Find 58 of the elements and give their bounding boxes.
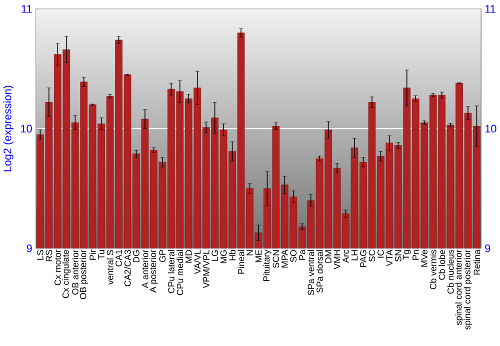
x-tick-label: Arc [342,250,349,263]
x-tick-label: Tu [98,250,104,260]
x-tick-label: SPa ventral [308,250,314,296]
x-tick-label: ventral S [106,250,114,284]
x-tick-label: SO [290,250,297,262]
x-tick-label: MPA [282,249,288,268]
x-tick-label: Cb vermis [430,250,436,290]
y-tick-label: 9 [26,244,32,252]
x-tick-label: LH [351,250,358,260]
y-tick-label: 11 [22,5,32,12]
x-tick-label: Pn [412,250,419,260]
x-tick-label: A anterior [142,250,148,288]
y2-tick-label: 9 [485,244,490,252]
x-tick-label: MD [186,250,192,263]
x-tick-label: N [246,250,253,256]
x-tick-label: DG [133,250,140,262]
x-tick-label: Cx motor [54,250,61,286]
x-tick-label: A posterior [150,250,158,292]
x-tick-label: Hb [229,250,236,260]
x-tick-label: GP [159,250,166,262]
x-tick-label: Pa [299,249,306,260]
x-tick-label: RS [46,250,52,262]
x-tick-label: DM [325,250,332,263]
y-tick-label: 10 [21,124,32,132]
x-tick-label: SPa dorsal [316,250,323,293]
x-tick-label: Cb nucleus [447,250,454,294]
x-tick-label: spinal cord anterior [455,250,464,325]
x-tick-label: VPM/VPL [202,250,210,288]
x-tick-label: SN [395,250,402,262]
x-tick-label: VA/VL [194,250,201,274]
x-tick-label: Pineal [238,250,244,274]
x-tick-label: PAG [360,250,366,267]
x-tick-label: CA1 [116,250,122,266]
x-tick-label: CPu medial [176,250,184,295]
x-tick-label: VTA [386,249,392,266]
x-tick-label: SCN [272,250,280,268]
y2-tick-label: 11 [485,5,496,12]
x-tick-label: Cb lobe [438,250,446,280]
x-tick-label: OB anterior [72,250,78,295]
y2-tick-label: 10 [485,124,496,132]
x-tick-label: SC [368,250,376,262]
x-tick-label: CPu lateral [168,250,174,293]
x-tick-label: MVe [421,250,428,266]
x-tick-label: Pir [89,250,96,260]
x-tick-label: CA2/CA3 [124,250,131,286]
x-tick-label: IC [378,250,384,258]
x-tick-label: LG [212,250,218,261]
x-tick-label: Tg [402,250,411,260]
x-tick-label: Retina [473,249,480,274]
x-tick-label: MG [220,250,227,264]
x-tick-label: Pituitary [263,249,272,281]
x-tick-label: spinal cord posterior [464,250,472,330]
x-tick-label: ME [255,250,262,262]
x-tick-label: LS [37,250,44,260]
x-tick-label: OB posterior [80,250,88,299]
x-tick-label: VMH [334,250,340,270]
y-axis-title: Log2 (expression) [3,86,14,172]
x-tick-label: Cx cingulate [62,250,71,298]
